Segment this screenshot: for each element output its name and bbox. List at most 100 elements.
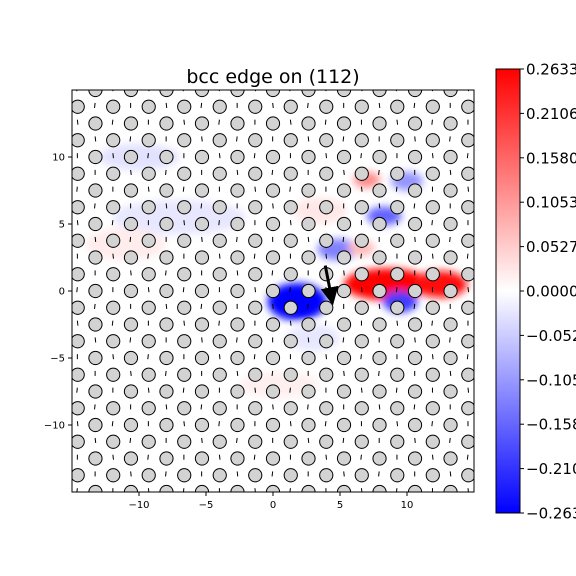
atom [53, 117, 66, 130]
quiver-mark [94, 203, 96, 209]
atom [443, 417, 458, 433]
atom [461, 334, 474, 349]
quiver-mark [76, 186, 78, 192]
atom [479, 150, 492, 163]
atom [407, 250, 423, 265]
quiver-mark [254, 488, 256, 492]
atom [141, 267, 156, 282]
atom [141, 200, 156, 215]
colorbar-tick-label: 0.1053 [526, 194, 576, 212]
atom [212, 133, 227, 148]
quiver-mark [254, 387, 257, 393]
atom [372, 283, 387, 299]
atom [106, 367, 121, 382]
atom [354, 468, 369, 483]
atom [177, 300, 192, 315]
quiver-mark [449, 136, 451, 142]
quiver-mark [449, 236, 451, 242]
quiver-mark [253, 253, 256, 259]
atom [106, 200, 121, 215]
atom [194, 250, 210, 265]
atom [212, 468, 227, 483]
quiver-mark [449, 337, 451, 343]
quiver-mark [343, 169, 345, 175]
atom [248, 401, 263, 416]
quiver-mark [218, 454, 221, 460]
atom [425, 401, 440, 416]
quiver-mark [112, 454, 114, 460]
atom [194, 149, 210, 165]
quiver-mark [272, 303, 274, 309]
atom [390, 401, 405, 416]
atom [88, 250, 103, 265]
atom [443, 250, 458, 265]
quiver-mark [129, 136, 132, 142]
atom [72, 133, 85, 148]
atom [479, 117, 492, 130]
atom [425, 233, 440, 248]
quiver-mark [147, 153, 149, 159]
atom [123, 384, 139, 399]
quiver-mark [289, 220, 292, 226]
atom [53, 318, 66, 331]
atom [354, 99, 369, 114]
atom [355, 502, 368, 515]
atom [194, 216, 210, 232]
atom [462, 502, 475, 515]
quiver-mark [147, 454, 149, 460]
atom-layer [53, 67, 492, 515]
quiver-mark [112, 354, 114, 360]
quiver-mark [130, 370, 132, 376]
atom [159, 216, 174, 232]
atom [461, 468, 474, 483]
quiver-mark [129, 437, 132, 443]
atom [159, 417, 174, 433]
quiver-mark [111, 421, 114, 427]
atom [194, 317, 210, 332]
quiver-mark [94, 437, 97, 443]
quiver-mark [396, 320, 399, 326]
atom [230, 451, 245, 466]
quiver-mark [414, 505, 415, 510]
x-tick-label: −10 [128, 500, 149, 511]
atom [177, 401, 192, 416]
atom [71, 67, 84, 80]
quiver-mark [378, 203, 381, 209]
quiver-mark [378, 370, 380, 376]
atom [141, 133, 156, 148]
atom [283, 200, 298, 215]
quiver-mark [94, 102, 96, 108]
atom [230, 149, 245, 165]
colorbar-ticks: 0.2633 0.2106 0.1580 0.1053 0.0527 0.0000 −0.0… [520, 61, 576, 523]
y-tick-label: −10 [44, 421, 65, 432]
atom [461, 233, 474, 248]
atom [283, 233, 298, 248]
atom [425, 267, 440, 282]
atom [390, 434, 405, 449]
atom [443, 216, 458, 232]
atom [230, 250, 245, 265]
quiver-mark [342, 437, 345, 443]
quiver-mark [342, 236, 345, 242]
atom [265, 384, 281, 399]
quiver-mark [414, 337, 416, 343]
atom [461, 133, 474, 148]
quiver-mark [165, 102, 168, 108]
atom [141, 401, 156, 416]
atom [319, 334, 334, 349]
atom [372, 350, 387, 366]
atom [248, 434, 263, 449]
quiver-mark [360, 354, 362, 360]
atom [88, 116, 103, 131]
atom [53, 184, 66, 197]
atom [53, 83, 66, 96]
quiver-mark [200, 203, 203, 209]
atom [390, 133, 405, 148]
atom [461, 300, 474, 315]
atom [354, 267, 369, 282]
quiver-mark [308, 505, 309, 510]
atom [123, 350, 139, 366]
atom [248, 166, 263, 181]
atom [336, 183, 352, 198]
